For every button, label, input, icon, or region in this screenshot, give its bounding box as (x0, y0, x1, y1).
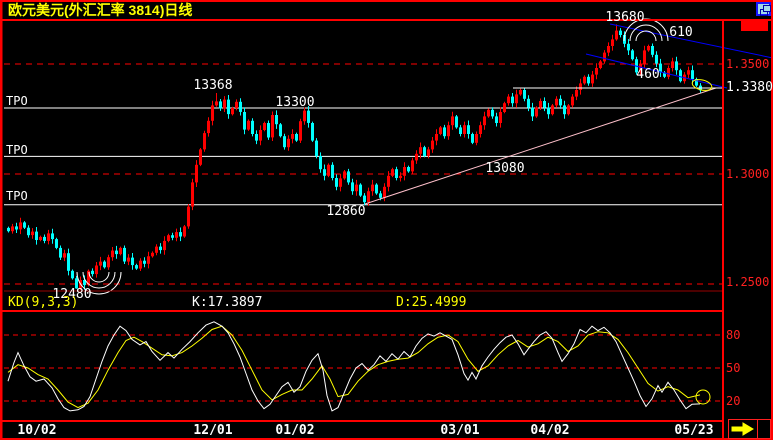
annotation-13080: 13080 (485, 161, 525, 176)
date-tick-4: 03/01 (440, 423, 480, 438)
date-tick-5: 04/02 (530, 423, 570, 438)
bottom-reversal-arcs (76, 271, 122, 295)
restore-window-icon[interactable] (756, 2, 771, 16)
annotation-12480: 12480 (52, 287, 92, 302)
kd-k-value: K:17.3897 (192, 295, 263, 310)
window-title: 欧元美元(外汇汇率 3814)日线 (8, 2, 193, 18)
date-tick-2: 12/01 (193, 423, 233, 438)
date-tick-6: 05/23 (674, 423, 714, 438)
axis-price-13000: 1.3000 (726, 167, 770, 181)
axis-kd-50: 50 (726, 361, 741, 375)
scrollbar-divider (757, 420, 758, 438)
axis-price-current: 1.3380 (726, 80, 773, 95)
axis-kd-80: 80 (726, 328, 741, 342)
restore-glyph-front (763, 5, 771, 12)
date-tick-3: 01/02 (275, 423, 315, 438)
annotation-13368: 13368 (193, 78, 233, 93)
date-tick-1: 10/02 (17, 423, 57, 438)
kd-indicator-label: KD(9,3,3) (8, 295, 79, 310)
price-gridlines (4, 63, 722, 402)
tpo-label-1: TPO (6, 94, 28, 108)
annotation-13680: 13680 (605, 10, 645, 25)
axis-kd-20: 20 (726, 394, 741, 408)
axis-price-13500: 1.3500 (726, 57, 770, 71)
kd-highlight-circle (695, 389, 711, 405)
candlestick-series (7, 24, 702, 290)
annotation-12860: 12860 (326, 204, 366, 219)
annotation-610: 610 (669, 25, 693, 40)
price-highlight-ellipse (691, 79, 713, 91)
trendlines (364, 23, 773, 205)
scroll-right-button[interactable] (728, 419, 771, 439)
annotation-13300: 13300 (275, 95, 315, 110)
tpo-label-2: TPO (6, 143, 28, 157)
tpo-label-3: TPO (6, 189, 28, 203)
axis-price-12500: 1.2500 (726, 275, 770, 289)
kd-d-value: D:25.4999 (396, 295, 467, 310)
annotation-460: 460 (636, 67, 660, 82)
kd-indicator-series (7, 321, 701, 412)
page-marker (741, 21, 768, 31)
right-arrow-icon (731, 422, 754, 436)
